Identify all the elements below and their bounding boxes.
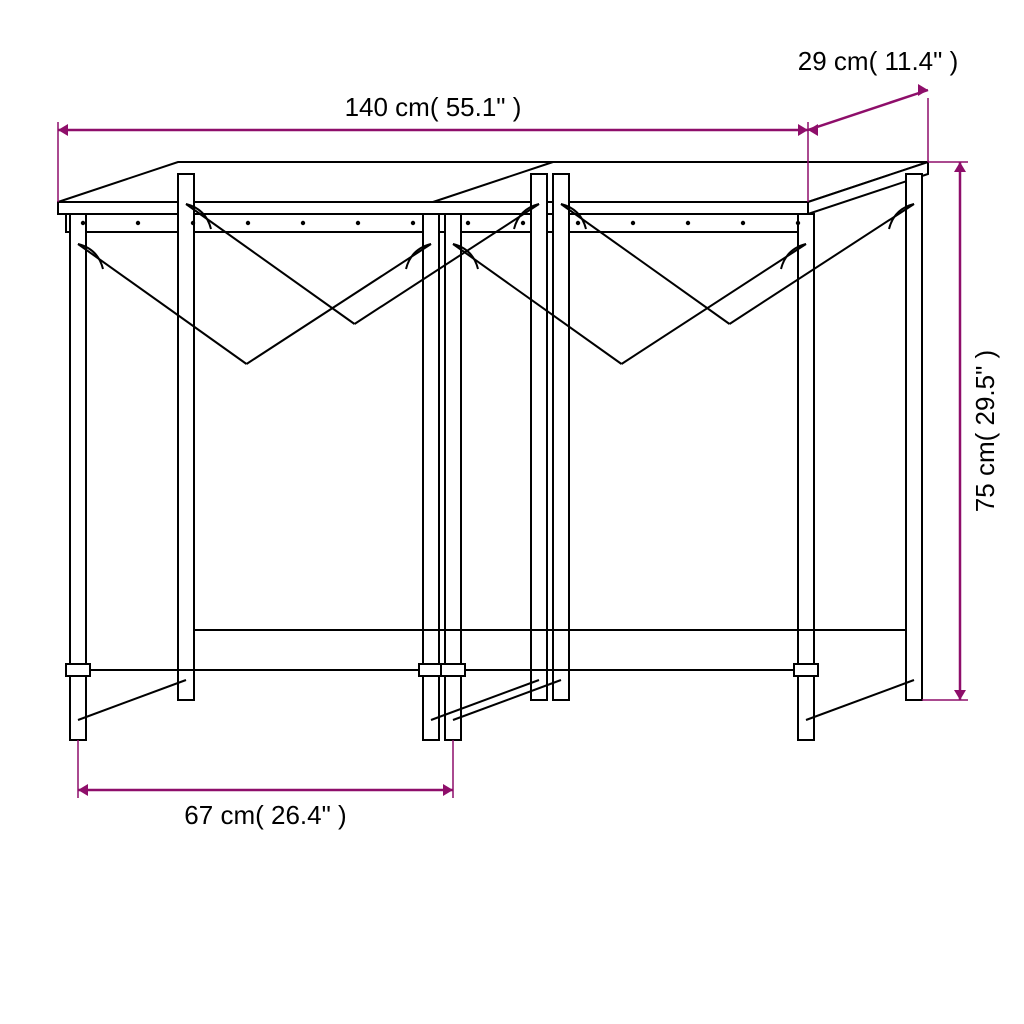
- dimensions.height.label: 75 cm( 29.5" ): [970, 350, 1000, 512]
- dimensions.half.label: 67 cm( 26.4" ): [184, 800, 346, 830]
- dimensions.width.label: 140 cm( 55.1" ): [345, 92, 522, 122]
- dimension-drawing: 140 cm( 55.1" ) 29 cm( 11.4" ) 75 cm( 29.5…: [0, 0, 1024, 1024]
- dimensions.depth.label: 29 cm( 11.4" ): [798, 46, 958, 76]
